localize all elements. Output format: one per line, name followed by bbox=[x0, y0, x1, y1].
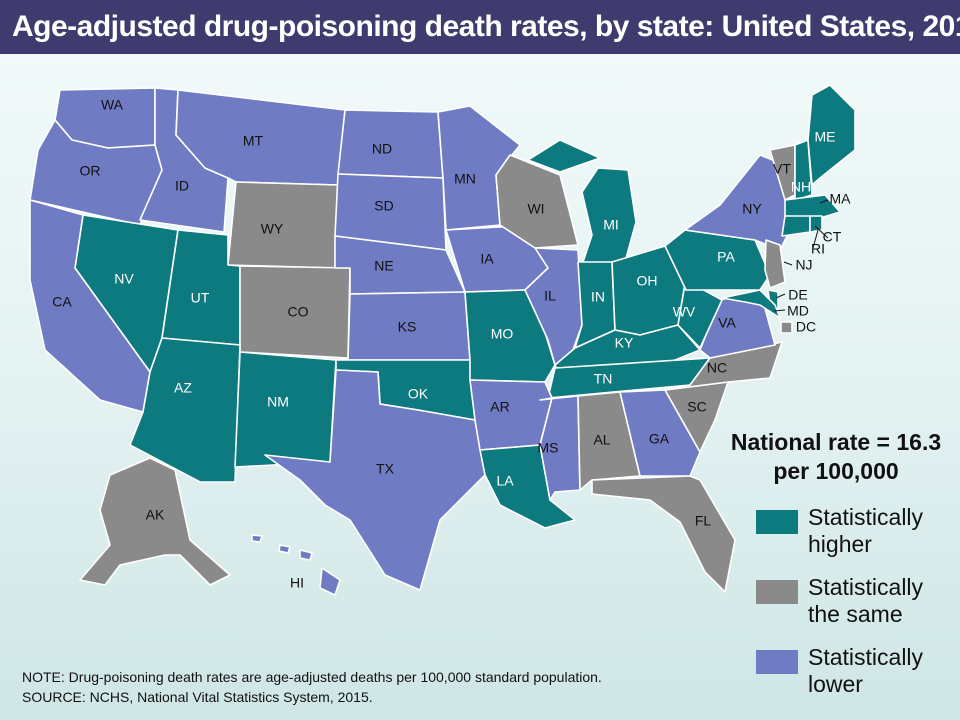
state-al[interactable] bbox=[577, 391, 641, 491]
label-tx: TX bbox=[376, 461, 395, 477]
label-la: LA bbox=[496, 473, 514, 489]
label-mo: MO bbox=[491, 326, 514, 342]
label-md: MD bbox=[787, 303, 809, 319]
legend-label-lower: Statistically lower bbox=[808, 644, 924, 697]
state-hi-2[interactable] bbox=[299, 549, 313, 561]
label-hi: HI bbox=[290, 575, 304, 591]
label-il: IL bbox=[544, 288, 556, 304]
label-wv: WV bbox=[673, 304, 696, 320]
label-pa: PA bbox=[717, 249, 735, 265]
label-ma: MA bbox=[830, 191, 852, 207]
label-ms: MS bbox=[538, 440, 559, 456]
label-mi: MI bbox=[603, 217, 619, 233]
label-al: AL bbox=[593, 432, 610, 448]
state-ct[interactable] bbox=[781, 215, 811, 237]
label-dc: DC bbox=[796, 319, 816, 335]
legend-swatch-same bbox=[756, 580, 798, 604]
chart-title: Age-adjusted drug-poisoning death rates,… bbox=[0, 0, 960, 54]
label-de: DE bbox=[788, 287, 807, 303]
label-ga: GA bbox=[649, 431, 670, 447]
state-hi[interactable] bbox=[319, 567, 341, 596]
footnotes: NOTE: Drug-poisoning death rates are age… bbox=[22, 667, 602, 707]
label-ks: KS bbox=[398, 319, 417, 335]
label-ak: AK bbox=[146, 507, 165, 523]
legend-label-same: Statistically the same bbox=[808, 574, 924, 627]
label-ri: RI bbox=[811, 241, 825, 257]
label-me: ME bbox=[815, 129, 836, 145]
label-ut: UT bbox=[191, 290, 210, 306]
state-ga[interactable] bbox=[619, 389, 701, 477]
label-co: CO bbox=[288, 304, 309, 320]
source-text: SOURCE: NCHS, National Vital Statistics … bbox=[22, 689, 373, 705]
label-az: AZ bbox=[174, 380, 192, 396]
state-ak[interactable] bbox=[79, 457, 231, 586]
state-nj[interactable] bbox=[764, 239, 786, 289]
state-hi-3[interactable] bbox=[278, 544, 291, 554]
label-nh: NH bbox=[791, 179, 811, 195]
label-ne: NE bbox=[374, 258, 393, 274]
us-state-map: WA OR CA NV ID MT WY UT CO AZ NM ND SD N… bbox=[29, 84, 856, 596]
national-rate-line2: per 100,000 bbox=[773, 458, 899, 484]
label-nd: ND bbox=[372, 141, 392, 157]
national-rate: National rate = 16.3 per 100,000 bbox=[718, 428, 954, 486]
national-rate-line1: National rate = 16.3 bbox=[730, 429, 942, 455]
label-id: ID bbox=[175, 178, 189, 194]
label-nm: NM bbox=[267, 394, 289, 410]
label-ia: IA bbox=[480, 251, 494, 267]
label-vt: VT bbox=[773, 161, 791, 177]
label-nj: NJ bbox=[795, 257, 812, 273]
label-nv: NV bbox=[114, 271, 134, 287]
state-md[interactable] bbox=[721, 289, 781, 319]
label-sd: SD bbox=[374, 198, 393, 214]
label-ny: NY bbox=[742, 201, 762, 217]
label-mn: MN bbox=[454, 171, 476, 187]
label-ar: AR bbox=[490, 399, 509, 415]
label-ky: KY bbox=[615, 335, 634, 351]
state-mi-upper[interactable] bbox=[527, 139, 601, 173]
label-fl: FL bbox=[695, 513, 712, 529]
label-sc: SC bbox=[687, 399, 706, 415]
label-or: OR bbox=[80, 163, 101, 179]
state-wi[interactable] bbox=[495, 154, 579, 249]
state-hi-4[interactable] bbox=[251, 534, 263, 543]
label-ct: CT bbox=[823, 229, 842, 245]
note-text: NOTE: Drug-poisoning death rates are age… bbox=[22, 669, 602, 685]
legend-swatch-lower bbox=[756, 650, 798, 674]
label-mt: MT bbox=[243, 133, 264, 149]
label-ca: CA bbox=[52, 294, 72, 310]
label-va: VA bbox=[718, 315, 736, 331]
label-in: IN bbox=[591, 289, 605, 305]
label-tn: TN bbox=[594, 371, 613, 387]
state-tx[interactable] bbox=[264, 369, 486, 591]
label-nc: NC bbox=[707, 360, 727, 376]
state-me[interactable] bbox=[807, 84, 856, 186]
label-wi: WI bbox=[527, 201, 544, 217]
state-ri[interactable] bbox=[809, 215, 823, 233]
label-wy: WY bbox=[261, 221, 284, 237]
state-nh[interactable] bbox=[794, 139, 813, 201]
label-oh: OH bbox=[637, 273, 658, 289]
label-wa: WA bbox=[101, 97, 124, 113]
state-dc[interactable] bbox=[780, 321, 793, 334]
label-ok: OK bbox=[408, 386, 429, 402]
legend-label-higher: Statistically higher bbox=[808, 504, 924, 557]
legend-swatch-higher bbox=[756, 510, 798, 534]
state-mi[interactable] bbox=[581, 167, 637, 266]
state-fl[interactable] bbox=[591, 475, 736, 593]
